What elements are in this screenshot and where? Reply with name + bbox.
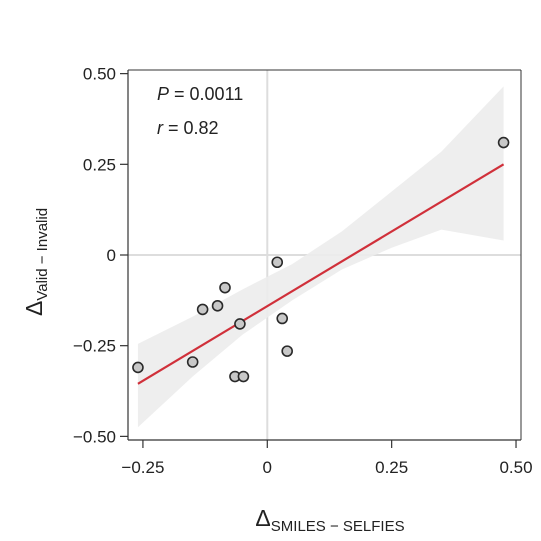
p-value-annotation: P = 0.0011 [157,84,243,104]
x-tick-label: 0.50 [499,458,532,477]
y-tick-label: −0.50 [73,427,116,446]
data-point [234,318,246,330]
x-tick-label: −0.25 [121,458,164,477]
data-point [211,299,224,312]
r-value-annotation: r = 0.82 [157,118,219,138]
data-point [196,303,209,316]
y-tick-label: −0.25 [73,337,116,356]
data-point [237,370,250,383]
plot-area [128,70,521,440]
x-axis-title: ΔSMILES − SELFIES [255,505,404,535]
y-tick-label: 0 [107,246,116,265]
data-point [132,361,144,374]
data-point [186,356,199,368]
regression-line [137,163,505,385]
data-point [281,345,293,357]
data-point [219,281,231,294]
axes: 0.50 0.25 0 −0.25 −0.50 −0.25 0 0.25 0.50 [73,65,533,477]
y-axis-title: ΔValid − Invalid [21,208,51,316]
data-point [276,312,289,325]
data-point [497,136,510,149]
data-point [271,256,284,269]
x-tick-label: 0 [263,458,272,477]
confidence-band [137,86,504,428]
y-tick-label: 0.50 [83,65,116,84]
x-tick-label: 0.25 [375,458,408,477]
y-tick-label: 0.25 [83,155,116,174]
